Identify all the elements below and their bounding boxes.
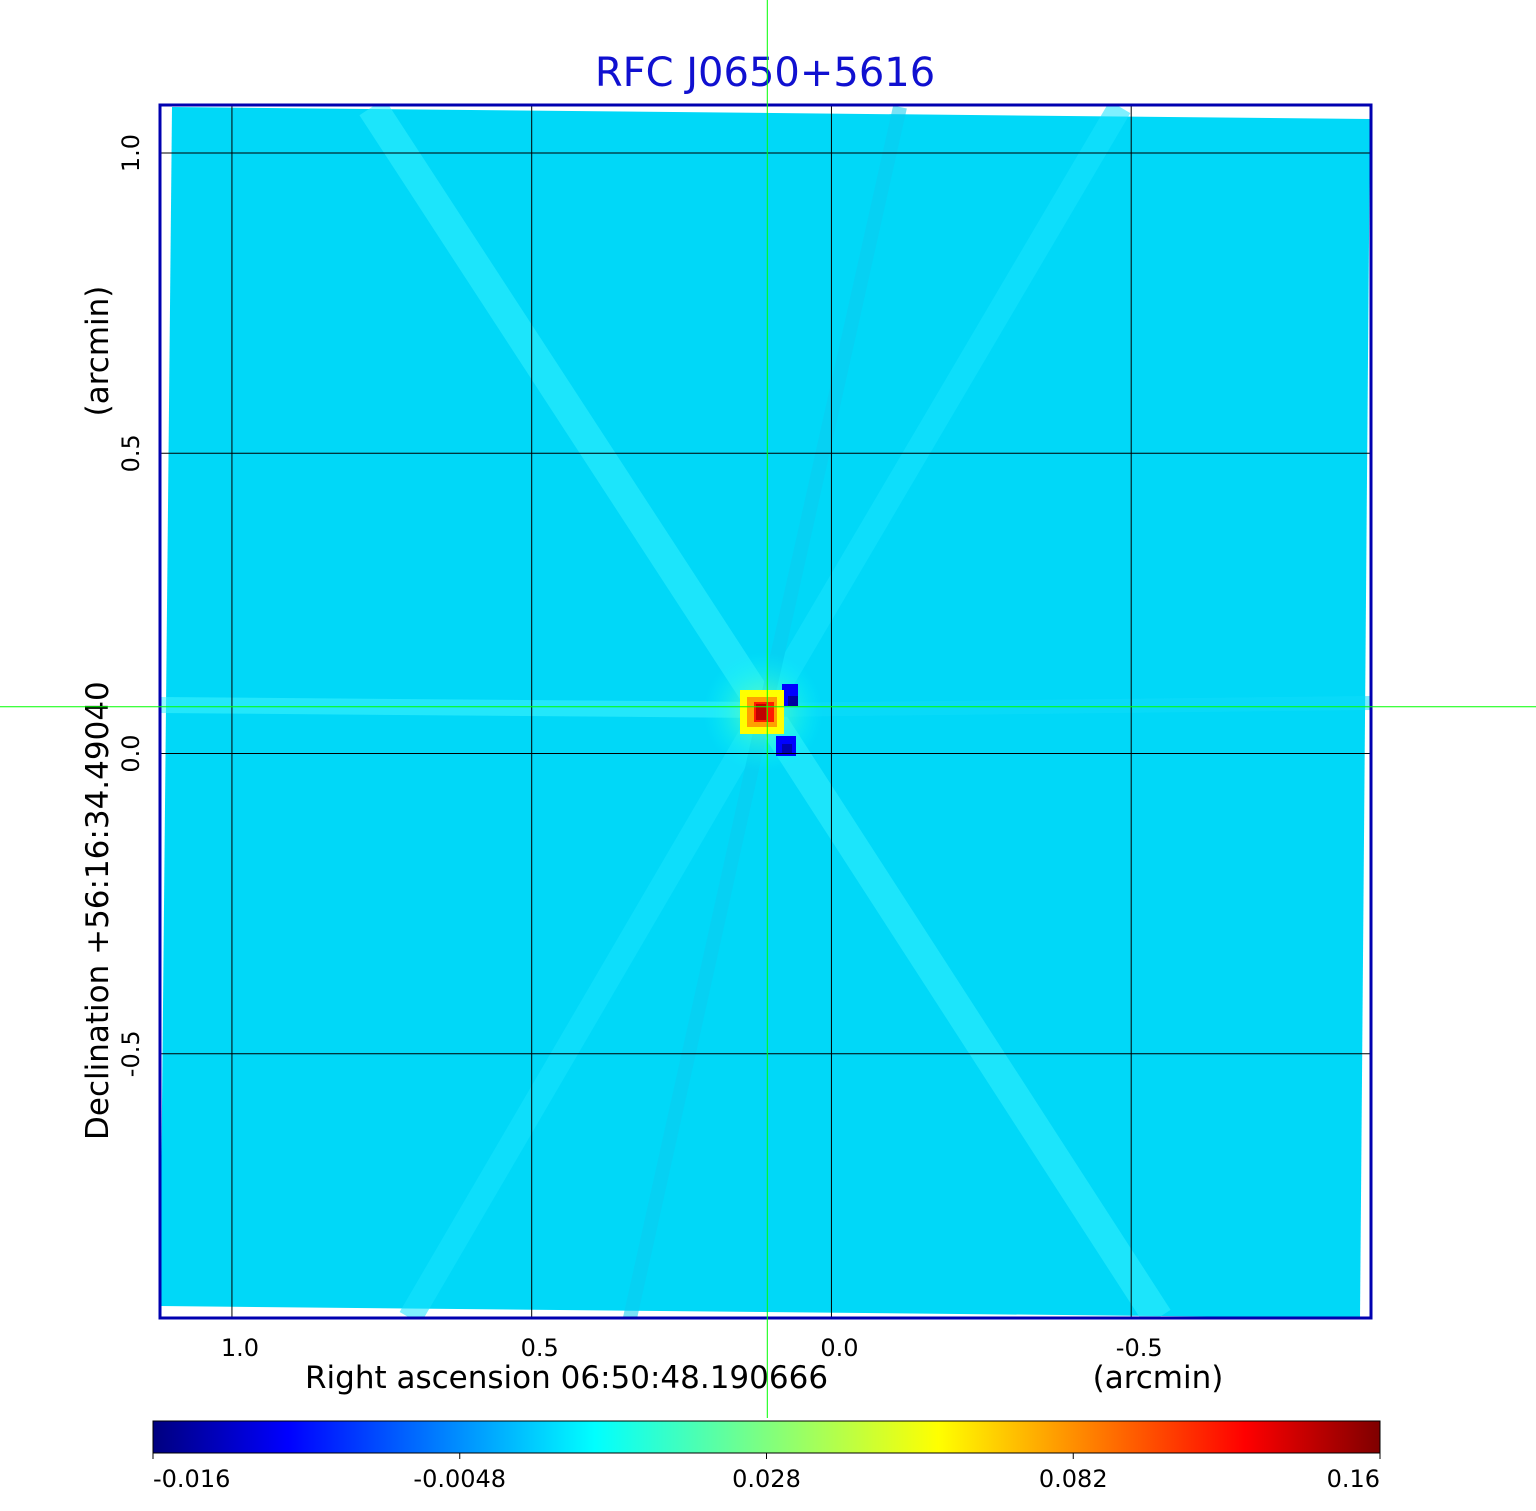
- x-tick-label: 0.5: [521, 1334, 559, 1362]
- x-tick-labels: 1.0 0.5 0.0 -0.5: [221, 1334, 1163, 1362]
- x-tick-label: 0.0: [820, 1334, 858, 1362]
- y-tick-labels: 1.0 0.5 0.0 -0.5: [117, 134, 145, 1077]
- chart-title: RFC J0650+5616: [595, 50, 935, 96]
- x-tick-label: 1.0: [221, 1334, 259, 1362]
- colorbar: [152, 1420, 1381, 1454]
- y-tick-label: 1.0: [117, 134, 145, 172]
- image-area: [160, 105, 1371, 1318]
- y-tick-label: -0.5: [117, 1030, 145, 1077]
- y-tick-label: 0.5: [117, 434, 145, 472]
- y-tick-label: 0.0: [117, 734, 145, 772]
- y-axis-unit: (arcmin): [80, 286, 116, 417]
- colorbar-tick-label: 0.082: [1039, 1465, 1108, 1493]
- x-tick-label: -0.5: [1116, 1334, 1163, 1362]
- negative-lobe: [782, 744, 792, 754]
- source-core: [756, 704, 766, 720]
- grid: [160, 105, 1371, 1318]
- x-axis-unit: (arcmin): [1093, 1360, 1224, 1396]
- x-axis-label: Right ascension 06:50:48.190666: [305, 1360, 828, 1396]
- plot-frame: [158, 103, 1373, 1320]
- sidelobe-pattern: [160, 105, 1371, 1318]
- colorbar-tick-label: -0.0048: [413, 1465, 506, 1493]
- colorbar-tick-label: -0.016: [153, 1465, 230, 1493]
- colorbar-tick-label: 0.028: [732, 1465, 801, 1493]
- colorbar-tick-label: 0.16: [1327, 1465, 1380, 1493]
- negative-lobe: [788, 696, 798, 706]
- y-axis-label: Declination +56:16:34.49040: [80, 681, 116, 1140]
- colorbar-ticks: -0.016 -0.0048 0.028 0.082 0.16: [152, 1453, 1381, 1493]
